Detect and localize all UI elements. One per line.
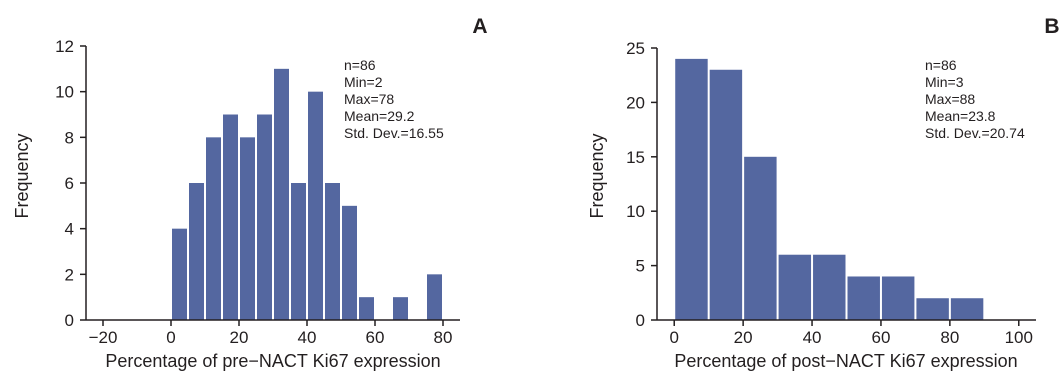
x-tick-label: 20 xyxy=(734,328,753,347)
stats-annotation: Max=78 xyxy=(344,91,394,107)
histogram-bar xyxy=(206,137,221,320)
y-tick-label: 4 xyxy=(65,220,74,239)
histogram-bar xyxy=(291,183,306,320)
stats-annotation: n=86 xyxy=(344,57,376,73)
y-tick-label: 10 xyxy=(626,202,645,221)
panel-label: A xyxy=(472,15,487,38)
y-tick-label: 0 xyxy=(65,311,74,330)
stats-annotation: Min=2 xyxy=(344,74,383,90)
histogram-bar xyxy=(675,58,708,320)
x-tick-label: 40 xyxy=(803,328,822,347)
stats-annotation: Min=3 xyxy=(925,74,964,90)
histogram-panel-b: 0 5 10 15 20 25 0 20 40 60 80 100 Percentage of post… xyxy=(587,15,1059,371)
x-axis-label: Percentage of pre−NACT Ki67 expression xyxy=(105,351,440,371)
histogram-bar xyxy=(427,274,442,320)
x-tick-label: 100 xyxy=(1005,328,1033,347)
x-tick-label: 40 xyxy=(298,328,317,347)
histogram-bar xyxy=(274,68,289,320)
y-tick-label: 2 xyxy=(65,265,74,284)
histogram-bar xyxy=(744,156,777,320)
y-tick-label: 0 xyxy=(636,311,645,330)
stats-annotation: Mean=29.2 xyxy=(344,108,415,124)
x-tick-label: −20 xyxy=(89,328,118,347)
x-tick-label: 0 xyxy=(166,328,175,347)
stats-annotation: Std. Dev.=20.74 xyxy=(925,125,1025,141)
histogram-bar xyxy=(342,205,357,320)
histogram-bar xyxy=(172,228,187,320)
histogram-bar xyxy=(223,114,238,320)
y-tick-label: 6 xyxy=(65,174,74,193)
histogram-bar xyxy=(325,183,340,320)
histogram-panel-a: 0 2 4 6 8 10 12 −20 0 20 40 60 80 Percentage of pre−N… xyxy=(12,15,488,371)
histogram-bar xyxy=(813,254,846,320)
x-tick-label: 60 xyxy=(871,328,890,347)
y-tick-label: 20 xyxy=(626,93,645,112)
x-tick-label: 0 xyxy=(669,328,678,347)
x-tick-label: 80 xyxy=(940,328,959,347)
histogram-bar xyxy=(308,91,323,321)
histogram-bar xyxy=(393,297,408,320)
histogram-bar xyxy=(240,137,255,320)
histogram-bar xyxy=(950,298,984,320)
histogram-bar xyxy=(778,254,812,320)
stats-annotation: n=86 xyxy=(925,57,957,73)
panel-label: B xyxy=(1044,15,1059,38)
y-tick-label: 15 xyxy=(626,148,645,167)
y-axis-label: Frequency xyxy=(587,133,607,218)
histogram-bar xyxy=(189,183,204,320)
histogram-bar xyxy=(916,298,949,320)
x-tick-label: 60 xyxy=(366,328,385,347)
x-tick-label: 20 xyxy=(230,328,249,347)
y-tick-label: 10 xyxy=(55,83,74,102)
x-tick-label: 80 xyxy=(434,328,453,347)
histogram-bar xyxy=(257,114,272,320)
y-axis-label: Frequency xyxy=(12,133,32,218)
stats-annotation: Std. Dev.=16.55 xyxy=(344,125,444,141)
histogram-bar xyxy=(709,69,743,320)
y-tick-label: 5 xyxy=(636,257,645,276)
stats-annotation: Mean=23.8 xyxy=(925,108,996,124)
x-axis-label: Percentage of post−NACT Ki67 expression xyxy=(674,351,1017,371)
y-tick-label: 12 xyxy=(55,37,74,56)
y-tick-label: 25 xyxy=(626,39,645,58)
histogram-bar xyxy=(881,276,915,320)
histogram-bar xyxy=(359,297,374,320)
stats-annotation: Max=88 xyxy=(925,91,975,107)
histogram-bar xyxy=(847,276,880,320)
y-tick-label: 8 xyxy=(65,128,74,147)
